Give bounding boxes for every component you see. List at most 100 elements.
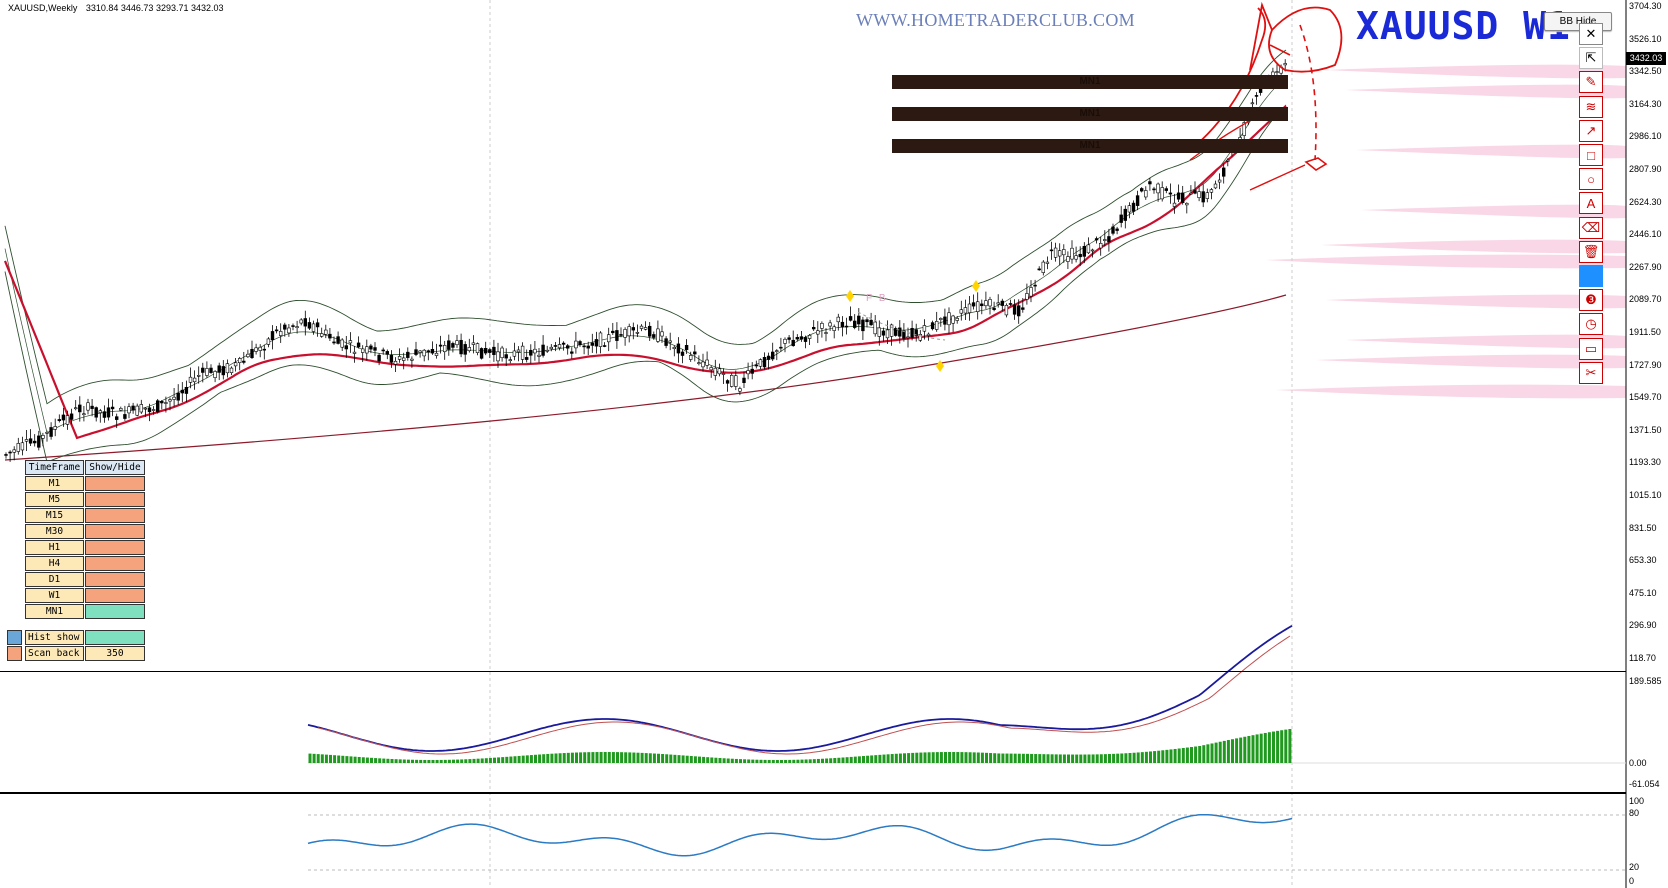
candle-body [434, 352, 439, 356]
rsi-axis-lower: 20 [1629, 862, 1640, 872]
candle-body [496, 351, 500, 362]
tf-toggle-h1[interactable] [85, 540, 145, 555]
candle-body [168, 399, 172, 402]
line-width-icon[interactable]: ❸ [1579, 289, 1603, 312]
pen-icon[interactable]: ✎ [1579, 71, 1603, 94]
scan-back-input[interactable]: 350 [85, 646, 145, 661]
tf-toggle-m15[interactable] [85, 508, 145, 523]
candle-body [623, 329, 627, 338]
candle-body [295, 326, 299, 329]
macd-hist-bar [1263, 732, 1267, 763]
macd-hist-bar [435, 759, 439, 763]
color-swatch-icon[interactable] [1579, 265, 1603, 287]
candle-body [69, 413, 74, 420]
candle-body [98, 410, 103, 414]
candle-body [1094, 238, 1099, 241]
macd-hist-bar [378, 758, 382, 763]
hist-show-icon[interactable] [7, 630, 22, 645]
macd-hist-bar [611, 752, 615, 763]
text-icon[interactable]: A [1579, 192, 1603, 215]
tf-toggle-w1[interactable] [85, 588, 145, 603]
candle-body [479, 348, 484, 359]
macd-hist-bar [402, 759, 406, 763]
macd-hist-bar [308, 753, 312, 763]
trash-icon[interactable]: 🗑 [1579, 240, 1603, 263]
candle-body [561, 342, 566, 345]
candle-body [352, 351, 357, 354]
candle-body [549, 346, 554, 350]
scan-back-icon[interactable] [7, 646, 22, 661]
candle-body [65, 415, 70, 425]
hist-show-toggle[interactable] [85, 630, 145, 645]
candle-body [49, 427, 53, 437]
candle-body [713, 367, 718, 376]
ma-long-line [4, 294, 1287, 461]
macd-hist-bar [816, 758, 820, 763]
candle-body [615, 330, 619, 341]
macd-hist-bar [927, 752, 931, 763]
macd-hist-bar [702, 756, 706, 763]
candle-body [1148, 181, 1152, 185]
candle-body [672, 346, 677, 350]
candle-body [1226, 159, 1230, 162]
scissors-icon[interactable]: ✂ [1579, 361, 1603, 384]
ma-red-line [3, 105, 1287, 440]
save-icon[interactable]: ▭ [1579, 337, 1603, 360]
macd-hist-bar [579, 752, 583, 763]
candle-body [1168, 192, 1173, 195]
tf-toggle-h4[interactable] [85, 556, 145, 571]
rectangle-icon[interactable]: □ [1579, 144, 1603, 166]
candle-body [590, 342, 595, 346]
close-icon[interactable]: ✕ [1579, 23, 1603, 45]
candle-body [37, 435, 41, 448]
macd-hist-bar [870, 755, 874, 763]
macd-hist-bar [849, 756, 853, 763]
candle-body [283, 324, 287, 330]
arrow-line-icon[interactable]: ↗ [1579, 119, 1603, 142]
macd-hist-bar [1243, 736, 1247, 763]
candle-body [664, 338, 668, 346]
tf-toggle-m1[interactable] [85, 476, 145, 491]
ellipse-icon[interactable]: ○ [1579, 168, 1603, 191]
macd-hist-bar [1030, 753, 1034, 763]
candle-body [471, 342, 476, 345]
clock-icon[interactable]: ◷ [1579, 313, 1603, 336]
macd-hist-bar [333, 755, 337, 763]
candle-body [807, 335, 812, 339]
candle-body [127, 406, 131, 414]
tf-toggle-m30[interactable] [85, 524, 145, 539]
candle-body [652, 334, 656, 338]
candle-body [627, 326, 631, 337]
eraser-icon[interactable]: ⌫ [1579, 216, 1603, 239]
tf-label-h4: H4 [25, 556, 84, 571]
price-axis-label: 118.70 [1629, 653, 1656, 663]
candle-body [1283, 63, 1287, 66]
tf-toggle-d1[interactable] [85, 572, 145, 587]
candle-body [266, 338, 271, 345]
tf-toggle-mn1[interactable] [85, 604, 145, 619]
macd-hist-bar [525, 755, 529, 763]
candle-body [975, 301, 980, 312]
candle-body [852, 320, 857, 328]
candle-body [811, 326, 816, 330]
candle-body [939, 318, 943, 320]
candle-body [1197, 191, 1201, 198]
macd-hist-bar [1177, 748, 1181, 763]
fibo-icon[interactable]: ≋ [1579, 95, 1603, 118]
macd-hist-bar [1247, 735, 1251, 763]
macd-hist-bar [1280, 730, 1284, 763]
candle-body [586, 345, 590, 349]
candle-body [151, 409, 156, 411]
volume-profile-bar [1361, 204, 1626, 219]
candle-body [1160, 187, 1164, 200]
macd-hist-bar [898, 753, 902, 763]
candle-body [483, 348, 488, 354]
candle-body [385, 351, 389, 355]
macd-hist-bar [464, 759, 468, 763]
tf-toggle-m5[interactable] [85, 492, 145, 507]
candle-body [684, 345, 689, 351]
fractal-markers [846, 280, 980, 372]
cursor-icon[interactable]: ⇱ [1579, 47, 1603, 70]
candle-body [873, 321, 877, 335]
